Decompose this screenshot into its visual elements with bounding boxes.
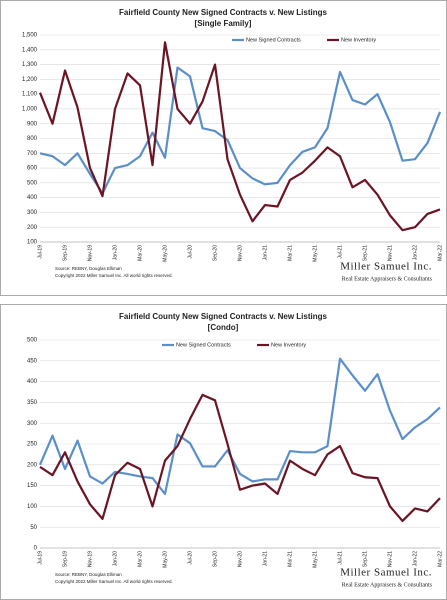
y-tick-label: 900 xyxy=(27,121,38,127)
brand-tagline: Real Estate Appraisers & Consultants xyxy=(342,276,433,282)
series-line xyxy=(38,357,441,496)
panel xyxy=(0,304,447,600)
legend-label: New Signed Contracts xyxy=(176,342,231,348)
y-tick-label: 1,500 xyxy=(22,33,38,39)
series-line xyxy=(39,393,441,523)
y-tick-label: 100 xyxy=(27,504,38,510)
x-tick-label: Sep-20 xyxy=(212,551,218,567)
x-tick-label: Nov-21 xyxy=(387,245,393,261)
brand-name: Miller Samuel Inc. xyxy=(340,567,432,579)
x-tick-label: Mar-21 xyxy=(287,245,293,261)
x-tick-label: Jan-22 xyxy=(412,245,418,261)
x-tick-label: Mar-20 xyxy=(137,245,143,261)
x-tick-label: Nov-21 xyxy=(387,551,393,567)
x-tick-label: Sep-21 xyxy=(362,551,368,567)
x-tick-label: Mar-20 xyxy=(137,551,143,567)
y-tick-label: 0 xyxy=(34,546,38,552)
legend-label: New Inventory xyxy=(341,37,376,43)
x-tick-label: May-21 xyxy=(312,551,318,568)
chart-title: Fairfield County New Signed Contracts v.… xyxy=(119,8,327,17)
source-note: Source: REBNY, Douglas Elliman xyxy=(55,266,122,271)
y-tick-label: 1,400 xyxy=(22,47,38,53)
chart-title: Fairfield County New Signed Contracts v.… xyxy=(119,312,327,321)
x-tick-label: Nov-20 xyxy=(237,551,243,567)
y-tick-label: 600 xyxy=(27,166,38,172)
source-note: Source: REBNY, Douglas Elliman xyxy=(55,572,122,577)
x-tick-label: Jan-20 xyxy=(112,551,118,567)
y-tick-label: 400 xyxy=(27,195,38,201)
y-tick-label: 800 xyxy=(27,136,38,142)
x-tick-label: Mar-22 xyxy=(437,245,443,261)
y-tick-label: 500 xyxy=(27,338,38,344)
x-tick-label: Sep-21 xyxy=(362,245,368,261)
x-tick-label: Sep-19 xyxy=(62,551,68,567)
y-tick-label: 400 xyxy=(27,379,38,385)
x-tick-label: Jul-20 xyxy=(187,245,193,259)
x-tick-label: Jan-20 xyxy=(112,245,118,261)
copyright-note: Copyright 2022 Miller Samuel Inc. All wo… xyxy=(55,579,173,584)
y-tick-label: 500 xyxy=(27,180,38,186)
y-tick-label: 200 xyxy=(27,462,38,468)
y-tick-label: 300 xyxy=(27,210,38,216)
x-tick-label: Jan-21 xyxy=(262,551,268,567)
chart-subtitle: [Single Family] xyxy=(195,19,252,28)
y-tick-label: 200 xyxy=(27,225,38,231)
x-tick-label: Nov-20 xyxy=(237,245,243,261)
brand-tagline: Real Estate Appraisers & Consultants xyxy=(342,582,433,588)
chart-subtitle: [Condo] xyxy=(208,323,239,332)
x-tick-label: Nov-19 xyxy=(87,551,93,567)
y-tick-label: 1,300 xyxy=(22,62,38,68)
y-tick-label: 1,200 xyxy=(22,77,38,83)
copyright-note: Copyright 2022 Miller Samuel Inc. All wo… xyxy=(55,273,173,278)
x-tick-label: May-21 xyxy=(312,245,318,262)
x-tick-label: Jan-22 xyxy=(412,551,418,567)
x-tick-label: Jul-19 xyxy=(37,551,43,565)
legend-label: New Inventory xyxy=(271,342,306,348)
x-tick-label: May-20 xyxy=(162,245,168,262)
x-tick-label: Nov-19 xyxy=(87,245,93,261)
x-tick-label: Jul-19 xyxy=(37,245,43,259)
brand-name: Miller Samuel Inc. xyxy=(340,261,432,273)
x-tick-label: Jan-21 xyxy=(262,245,268,261)
x-tick-label: Sep-19 xyxy=(62,245,68,261)
y-tick-label: 450 xyxy=(27,358,38,364)
y-tick-label: 1,100 xyxy=(22,92,38,98)
x-tick-label: Sep-20 xyxy=(212,245,218,261)
y-tick-label: 350 xyxy=(27,400,38,406)
y-tick-label: 50 xyxy=(30,525,37,531)
x-tick-label: Jul-20 xyxy=(187,551,193,565)
y-tick-label: 1,000 xyxy=(22,107,38,113)
series-line xyxy=(38,41,441,232)
y-tick-label: 150 xyxy=(27,483,38,489)
y-tick-label: 300 xyxy=(27,421,38,427)
x-tick-label: May-20 xyxy=(162,551,168,568)
x-tick-label: Jul-21 xyxy=(337,551,343,565)
x-tick-label: Mar-21 xyxy=(287,551,293,567)
x-tick-label: Jul-21 xyxy=(337,245,343,259)
x-tick-label: Mar-22 xyxy=(437,551,443,567)
y-tick-label: 250 xyxy=(27,442,38,448)
y-tick-label: 700 xyxy=(27,151,38,157)
legend-label: New Signed Contracts xyxy=(246,37,301,43)
y-tick-label: 100 xyxy=(27,240,38,246)
series-line xyxy=(39,66,442,195)
